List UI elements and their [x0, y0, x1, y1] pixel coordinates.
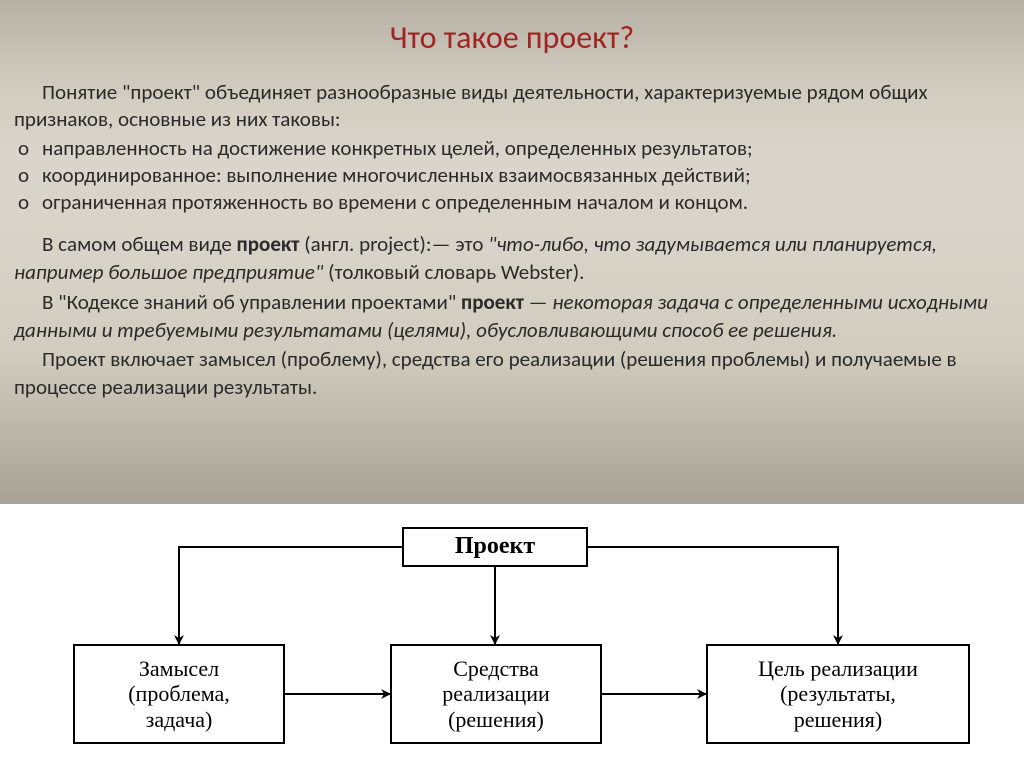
project-flowchart: Проект Замысел (проблема, задача) Средст…	[0, 504, 1024, 767]
text-panel: Что такое проект? Понятие "проект" объед…	[0, 0, 1024, 504]
node-idea: Замысел (проблема, задача)	[73, 644, 285, 744]
node-project: Проект	[402, 527, 588, 567]
node-goal: Цель реализации (результаты, решения)	[706, 644, 970, 744]
page-title: Что такое проект?	[14, 18, 1010, 57]
bullet-list: направленность на достижение конкретных …	[16, 135, 1010, 216]
definition-webster: В самом общем виде проект (англ. project…	[14, 231, 1010, 286]
bullet-item: направленность на достижение конкретных …	[16, 135, 1010, 162]
bullet-item: координированное: выполнение многочислен…	[16, 162, 1010, 189]
definition-components: Проект включает замысел (проблему), сред…	[14, 346, 1010, 401]
node-means: Средства реализации (решения)	[390, 644, 602, 744]
bullet-item: ограниченная протяженность во времени с …	[16, 189, 1010, 216]
definition-pmbok: В "Кодексе знаний об управлении проектам…	[14, 289, 1010, 344]
intro-paragraph: Понятие "проект" объединяет разнообразны…	[14, 79, 1010, 133]
